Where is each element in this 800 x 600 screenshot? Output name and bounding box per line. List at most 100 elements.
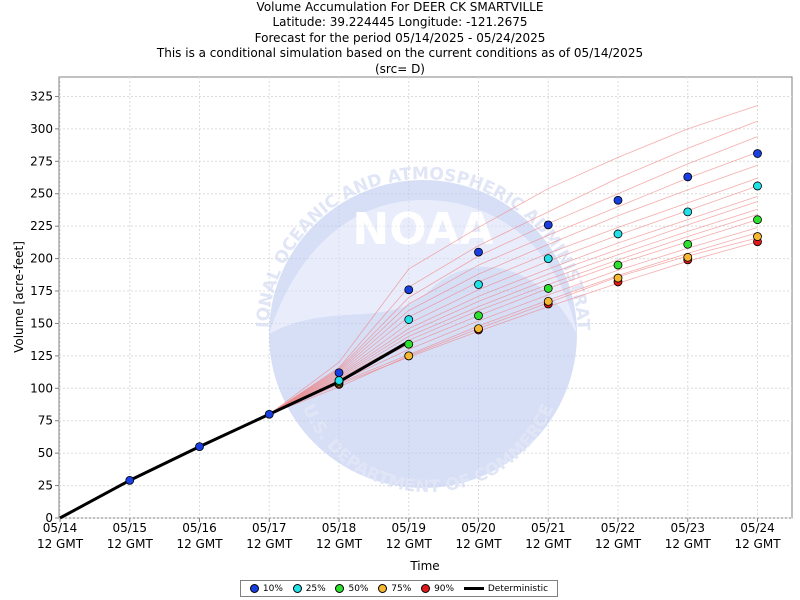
x-tick-label-time: 12 GMT	[316, 537, 363, 551]
point-75pct	[753, 232, 762, 241]
chart-title: Volume Accumulation For DEER CK SMARTVIL…	[256, 0, 544, 14]
legend-dot-marker	[335, 584, 345, 593]
ensemble-trace	[269, 195, 758, 415]
legend-item-deterministic: Deterministic	[463, 583, 549, 594]
x-tick-label-date: 05/24	[740, 521, 775, 535]
point-75pct	[404, 351, 414, 361]
point-75pct	[683, 252, 693, 262]
ensemble-trace	[269, 136, 758, 415]
y-tick-label: 0	[45, 511, 53, 525]
point-10pct	[474, 247, 483, 257]
y-tick-label: 75	[38, 414, 53, 428]
ensemble-trace	[269, 201, 758, 415]
x-tick-label-date: 05/19	[391, 521, 426, 535]
point-75pct	[474, 324, 483, 334]
point-10pct	[613, 195, 623, 205]
point-25pct	[334, 376, 344, 385]
point-50pct	[404, 339, 414, 349]
chart-subtitle-conditions: This is a conditional simulation based o…	[156, 46, 644, 61]
legend-item-25pct: 25%	[292, 583, 326, 594]
x-tick-label-time: 12 GMT	[665, 537, 712, 551]
legend-dot-marker	[421, 584, 431, 593]
y-tick-label: 200	[30, 252, 53, 266]
y-tick-label: 25	[38, 479, 53, 493]
ensemble-trace	[269, 237, 758, 415]
point-50pct	[543, 284, 553, 293]
y-tick-label: 225	[30, 219, 53, 233]
legend-label: 90%	[434, 583, 455, 594]
x-tick-label-date: 05/21	[531, 521, 566, 535]
point-50pct	[613, 260, 623, 270]
legend-item-50pct: 50%	[335, 583, 369, 594]
legend-label: 50%	[348, 583, 369, 594]
point-50pct	[474, 311, 483, 321]
ensemble-trace	[269, 241, 758, 415]
ensemble-trace	[269, 214, 758, 415]
y-tick-label: 100	[30, 381, 53, 395]
x-tick-label-date: 05/15	[112, 521, 147, 535]
y-tick-label: 250	[30, 187, 53, 201]
ensemble-traces	[269, 105, 758, 415]
legend-item-10pct: 10%	[249, 583, 283, 594]
ensemble-trace	[269, 105, 758, 415]
point-50pct	[683, 239, 693, 249]
ensemble-trace	[269, 177, 758, 415]
x-tick-label-date: 05/18	[322, 521, 357, 535]
legend-dot-marker	[292, 584, 302, 593]
point-25pct	[543, 254, 553, 263]
y-tick-label: 175	[30, 284, 53, 298]
x-tick-label-time: 12 GMT	[595, 537, 642, 551]
x-tick-label-time: 12 GMT	[107, 537, 154, 551]
noaa-bird-shape	[269, 200, 577, 334]
chart-subtitle-location: Latitude: 39.224445 Longitude: -121.2675	[272, 15, 528, 30]
y-tick-label: 275	[30, 154, 53, 168]
ensemble-trace	[269, 164, 758, 415]
noaa-logo-text: NOAA	[352, 204, 493, 255]
point-25pct	[683, 207, 693, 217]
point-10pct	[753, 149, 762, 158]
x-tick-label-time: 12 GMT	[37, 537, 84, 551]
x-tick-label-time: 12 GMT	[386, 537, 433, 551]
chart-subtitle-source: (src= D)	[375, 61, 425, 76]
y-tick-label: 300	[30, 122, 53, 136]
x-tick-label-time: 12 GMT	[734, 537, 781, 551]
deterministic-line	[59, 340, 410, 520]
initial-point	[125, 475, 135, 485]
point-25pct	[404, 315, 414, 324]
initial-point	[264, 409, 274, 419]
legend-dot-marker	[378, 584, 388, 593]
point-10pct	[404, 285, 414, 295]
point-25pct	[753, 181, 762, 191]
percentile-points	[125, 149, 762, 485]
x-tick-label-date: 05/22	[601, 521, 636, 535]
legend-label: 10%	[262, 583, 283, 594]
legend-label: 25%	[305, 583, 326, 594]
point-75pct	[543, 296, 553, 306]
x-tick-label-time: 12 GMT	[176, 537, 223, 551]
legend-dot-marker	[249, 584, 259, 593]
point-10pct	[334, 368, 344, 378]
ensemble-trace	[269, 120, 758, 415]
legend-label: Deterministic	[487, 583, 549, 594]
ensemble-trace	[269, 232, 758, 415]
x-tick-label-time: 12 GMT	[525, 537, 572, 551]
axes: 0 25 50 75 100 125 150 175 200 225 250 275 300 325 05/…	[30, 89, 781, 551]
chart-title-block: Volume Accumulation For DEER CK SMARTVIL…	[0, 0, 800, 77]
x-tick-label-date: 05/23	[670, 521, 705, 535]
ensemble-trace	[269, 208, 758, 415]
point-10pct	[543, 220, 553, 230]
chart-legend: 10% 25% 50% 75% 90% Deterministic	[240, 580, 558, 597]
x-tick-label-date: 05/16	[182, 521, 217, 535]
x-tick-label-time: 12 GMT	[246, 537, 293, 551]
x-tick-label-time: 12 GMT	[455, 537, 502, 551]
ensemble-trace	[269, 151, 758, 415]
x-tick-label-date: 05/20	[461, 521, 496, 535]
x-tick-label-date: 05/14	[43, 521, 78, 535]
x-tick-label-date: 05/17	[252, 521, 287, 535]
legend-label: 75%	[391, 583, 412, 594]
y-tick-label: 325	[30, 89, 53, 103]
point-25pct	[613, 229, 623, 239]
y-tick-label: 150	[30, 316, 53, 330]
legend-line-marker	[463, 587, 484, 590]
